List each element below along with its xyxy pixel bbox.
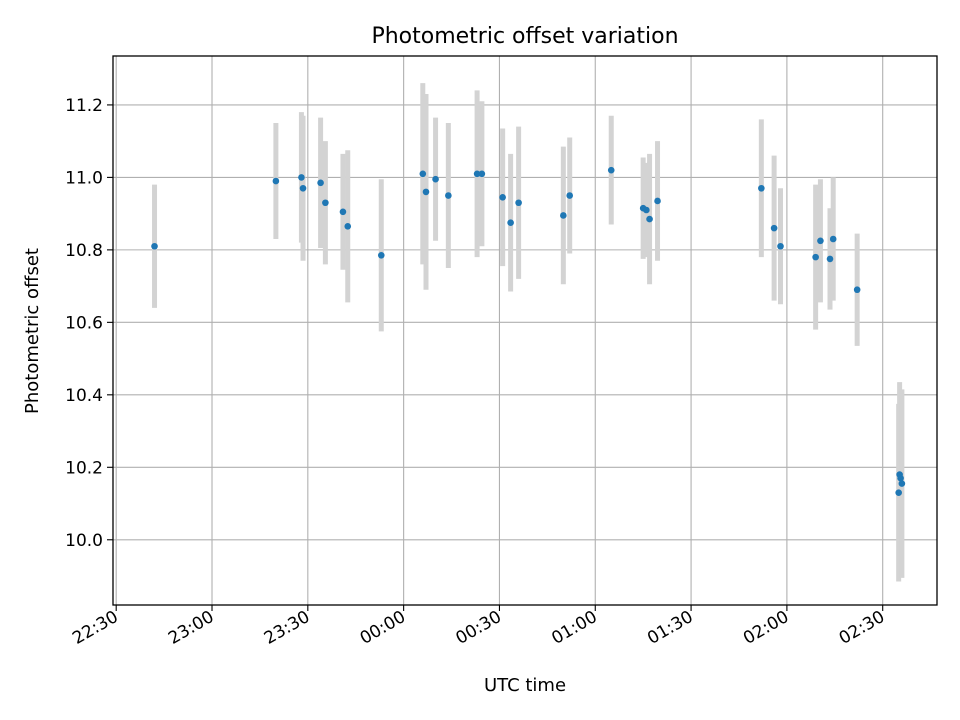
- data-point: [826, 255, 834, 263]
- data-point: [829, 235, 837, 243]
- data-point: [507, 219, 514, 226]
- data-point: [566, 192, 574, 199]
- x-tick-label: 02:30: [836, 607, 888, 649]
- x-tick-label: 00:00: [357, 607, 409, 649]
- data-point: [299, 184, 307, 192]
- data-point: [770, 224, 778, 232]
- error-bars: [152, 83, 905, 582]
- y-tick-label: 10.8: [65, 241, 103, 261]
- x-tick-label: 01:00: [548, 607, 600, 649]
- x-tick-label: 01:30: [644, 607, 696, 649]
- data-point: [473, 170, 481, 178]
- data-point: [445, 192, 452, 199]
- data-point: [643, 206, 650, 214]
- data-point: [422, 188, 430, 196]
- y-tick-label: 11.2: [65, 96, 103, 116]
- data-point: [478, 170, 486, 178]
- data-point: [344, 223, 352, 230]
- y-tick-label: 11.0: [65, 168, 103, 188]
- x-axis-label: UTC time: [484, 675, 566, 696]
- x-tick-label: 23:30: [261, 607, 313, 649]
- grid-lines: [113, 56, 937, 605]
- data-point: [607, 166, 615, 174]
- y-tick-label: 10.2: [65, 458, 103, 478]
- plot-frame: [112, 55, 938, 606]
- data-point: [853, 286, 861, 294]
- data-point: [377, 252, 385, 259]
- data-point: [419, 170, 427, 178]
- data-point: [758, 184, 765, 192]
- data-point: [812, 253, 819, 261]
- data-point: [895, 489, 902, 496]
- data-point: [817, 237, 824, 245]
- data-point: [272, 177, 280, 185]
- data-point: [151, 242, 158, 250]
- y-tick-label: 10.0: [65, 531, 103, 551]
- x-tick-label: 02:00: [740, 607, 792, 649]
- x-tick-label: 23:00: [165, 607, 217, 649]
- data-points: [151, 166, 906, 496]
- data-point: [898, 480, 906, 487]
- data-point: [432, 175, 439, 183]
- data-point: [339, 208, 347, 216]
- data-point: [322, 199, 329, 207]
- data-point: [560, 212, 567, 219]
- data-point: [298, 174, 305, 181]
- data-point: [777, 242, 784, 250]
- y-axis-label: Photometric offset: [22, 248, 43, 414]
- x-tick-label: 00:30: [453, 607, 505, 649]
- data-point: [499, 194, 506, 201]
- y-axis-ticks: 10.0 10.2 10.4 10.6 10.8 11.0 11.2: [65, 96, 113, 551]
- x-axis-ticks: 22:30 23:00 23:30 00:00 00:30 01:00 01:30 02:00…: [69, 605, 888, 649]
- x-tick-label: 22:30: [69, 607, 121, 649]
- data-point: [897, 474, 904, 482]
- y-tick-label: 10.4: [65, 386, 103, 406]
- data-point: [654, 197, 661, 205]
- data-point: [317, 179, 324, 187]
- y-tick-label: 10.6: [65, 313, 103, 333]
- chart-title: Photometric offset variation: [371, 24, 678, 49]
- data-point: [646, 215, 653, 223]
- data-point: [515, 199, 522, 207]
